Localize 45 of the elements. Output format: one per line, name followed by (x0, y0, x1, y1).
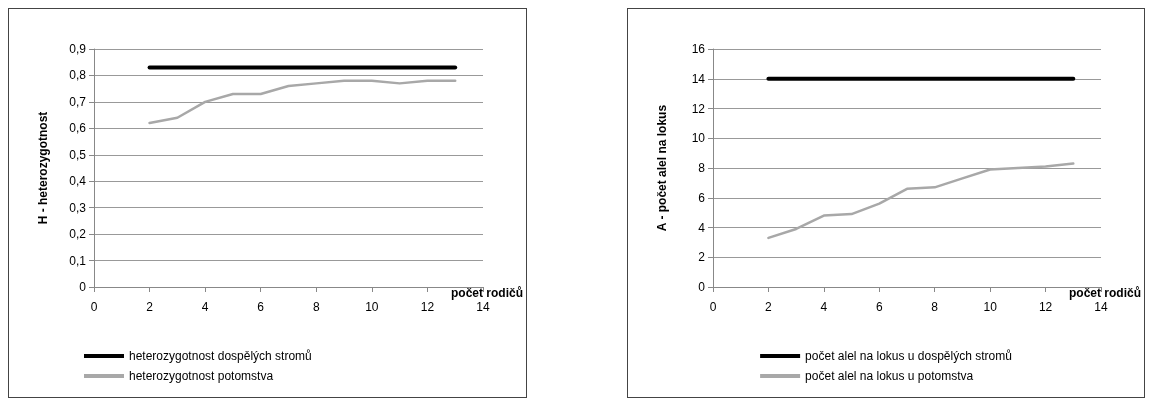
x-tick-label: 2 (765, 300, 773, 314)
y-tick-label: 0 (698, 280, 706, 294)
y-tick-label: 10 (691, 131, 706, 146)
x-tick-label: 14 (1094, 300, 1108, 314)
y-tick-label: 6 (698, 190, 706, 205)
y-tick-label: 0,9 (69, 42, 87, 56)
x-tick-label: 10 (983, 300, 998, 314)
y-tick-label: 4 (698, 220, 706, 235)
legend-label: počet alel na lokus u potomstva (805, 369, 974, 383)
x-tick-label: 2 (146, 300, 154, 314)
x-tick-label: 14 (476, 300, 490, 314)
y-tick-label: 0,4 (69, 174, 87, 189)
x-tick-label: 12 (1038, 300, 1053, 314)
x-tick-label: 4 (201, 300, 209, 314)
legend-label: počet alel na lokus u dospělých stromů (805, 349, 1012, 363)
y-tick-label: 16 (691, 42, 706, 56)
x-tick-label: 8 (312, 300, 320, 314)
y-tick-label: 0,7 (69, 94, 87, 109)
line-series (767, 162, 1075, 240)
y-tick-label: 0,6 (69, 121, 87, 136)
y-tick-label: 0,2 (69, 227, 87, 242)
y-tick-label: 2 (698, 250, 706, 265)
line-series (148, 79, 457, 125)
x-tick-label: 0 (709, 300, 717, 314)
x-axis-title: počet rodičů (1068, 286, 1141, 300)
y-tick-label: 0,8 (69, 68, 87, 83)
x-tick-label: 6 (875, 300, 883, 314)
y-tick-label: 0,1 (69, 253, 87, 268)
legend-label: heterozygotnost dospělých stromů (129, 349, 312, 363)
legend-label: heterozygotnost potomstva (129, 369, 274, 383)
y-axis-title: H - heterozygotnost (36, 111, 50, 225)
y-tick-label: 12 (691, 101, 706, 116)
y-axis-title: A - počet alel na lokus (655, 104, 669, 232)
x-tick-label: 10 (365, 300, 379, 314)
y-tick-label: 14 (691, 71, 706, 86)
x-tick-label: 12 (420, 300, 435, 314)
y-tick-label: 0,3 (69, 200, 87, 215)
y-tick-label: 0,5 (69, 147, 87, 162)
x-axis-title: počet rodičů (450, 286, 523, 300)
x-tick-label: 0 (90, 300, 98, 314)
x-tick-label: 8 (931, 300, 939, 314)
x-tick-label: 4 (820, 300, 828, 314)
y-tick-label: 0 (79, 280, 87, 294)
y-tick-label: 8 (698, 161, 706, 175)
x-tick-label: 6 (257, 300, 265, 314)
